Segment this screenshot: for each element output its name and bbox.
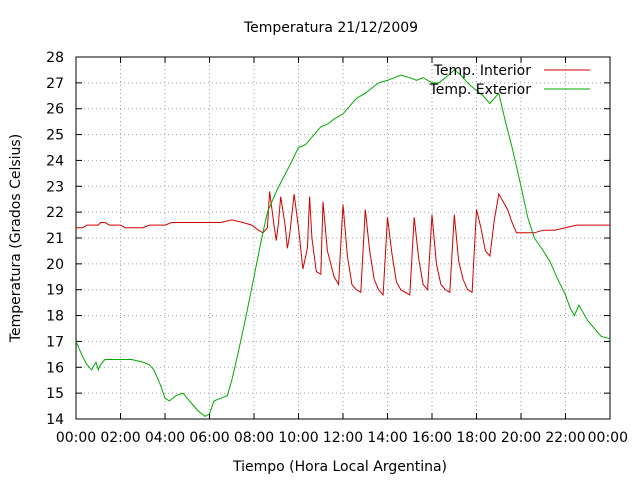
y-tick-label: 17 bbox=[46, 334, 64, 350]
x-tick-label: 20:00 bbox=[501, 430, 541, 446]
x-tick-label: 06:00 bbox=[189, 430, 229, 446]
y-tick-label: 15 bbox=[46, 386, 64, 402]
y-tick-label: 16 bbox=[46, 360, 64, 376]
y-tick-label: 27 bbox=[46, 76, 64, 92]
y-tick-label: 28 bbox=[46, 50, 64, 66]
y-tick-label: 23 bbox=[46, 179, 64, 195]
series-line-temp-interior bbox=[76, 191, 610, 297]
y-tick-label: 18 bbox=[46, 309, 64, 325]
series-line-temp-exterior bbox=[75, 69, 611, 418]
y-tick-label: 22 bbox=[46, 205, 64, 221]
x-tick-label: 14:00 bbox=[367, 430, 407, 446]
y-tick-label: 24 bbox=[46, 153, 64, 169]
x-tick-label: 22:00 bbox=[545, 430, 585, 446]
x-tick-label: 18:00 bbox=[456, 430, 496, 446]
x-tick-label: 12:00 bbox=[323, 430, 363, 446]
x-tick-label: 00:00 bbox=[56, 430, 96, 446]
y-axis-title: Temperatura (Grados Celsius) bbox=[8, 134, 24, 343]
x-tick-label: 08:00 bbox=[234, 430, 274, 446]
x-tick-label: 10:00 bbox=[278, 430, 318, 446]
x-tick-label: 02:00 bbox=[100, 430, 140, 446]
legend-label: Temp. Interior bbox=[433, 63, 532, 79]
legend: Temp. Interior Temp. Exterior bbox=[429, 63, 590, 98]
y-tick-label: 20 bbox=[46, 257, 64, 273]
legend-label: Temp. Exterior bbox=[429, 82, 532, 98]
x-axis-title: Tiempo (Hora Local Argentina) bbox=[232, 459, 447, 475]
grid bbox=[76, 57, 610, 419]
y-tick-label: 26 bbox=[46, 102, 64, 118]
x-tick-label: 04:00 bbox=[145, 430, 185, 446]
x-tick-label: 00:00 bbox=[588, 430, 628, 446]
y-tick-label: 25 bbox=[46, 128, 64, 144]
chart-title: Temperatura 21/12/2009 bbox=[243, 20, 418, 36]
x-tick-label: 16:00 bbox=[412, 430, 452, 446]
y-tick-label: 21 bbox=[46, 231, 64, 247]
series-layer bbox=[75, 69, 611, 418]
y-tick-label: 14 bbox=[46, 412, 64, 428]
y-tick-label: 19 bbox=[46, 283, 64, 299]
